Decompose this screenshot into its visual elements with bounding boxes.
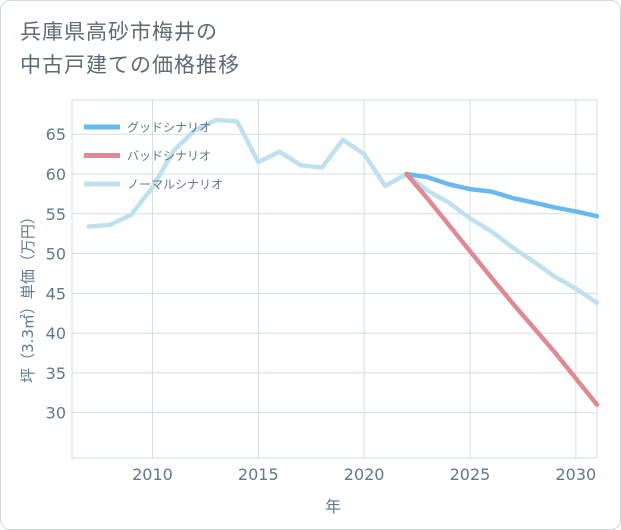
y-tick-label: 65	[46, 125, 66, 144]
series-line-good	[404, 171, 600, 219]
x-tick-label: 2025	[450, 465, 491, 484]
x-tick-label: 2010	[132, 465, 173, 484]
chart-title-line-1: 兵庫県高砂市梅井の	[20, 20, 218, 44]
y-tick-label: 55	[46, 205, 66, 224]
y-tick-label: 30	[46, 404, 66, 423]
legend-label: ノーマルシナリオ	[127, 178, 223, 192]
legend-label: バッドシナリオ	[127, 149, 211, 163]
chart-title-line-2: 中古戸建ての価格推移	[20, 53, 240, 77]
grid	[71, 99, 598, 459]
y-axis-ticks: 30 35 40 45 50 55 60 65	[46, 125, 66, 422]
x-tick-label: 2030	[555, 465, 596, 484]
x-axis-ticks: 2010 2015 2020 2025 2030	[132, 465, 596, 484]
y-tick-label: 60	[46, 165, 66, 184]
y-tick-label: 40	[46, 324, 66, 343]
series-line-bad	[404, 171, 600, 407]
x-tick-label: 2015	[238, 465, 279, 484]
chart-title: 兵庫県高砂市梅井の 中古戸建ての価格推移	[20, 16, 240, 82]
y-tick-label: 45	[46, 284, 66, 303]
x-axis-label: 年	[325, 497, 341, 516]
plot-area	[71, 99, 598, 459]
x-tick-label: 2020	[344, 465, 385, 484]
legend-label: グッドシナリオ	[127, 121, 211, 135]
series-line-normal	[86, 117, 600, 306]
y-tick-label: 50	[46, 245, 66, 264]
series-lines	[86, 117, 600, 407]
y-axis-label: 坪（3.3㎡）単価（万円）	[19, 209, 37, 383]
y-tick-label: 35	[46, 364, 66, 383]
